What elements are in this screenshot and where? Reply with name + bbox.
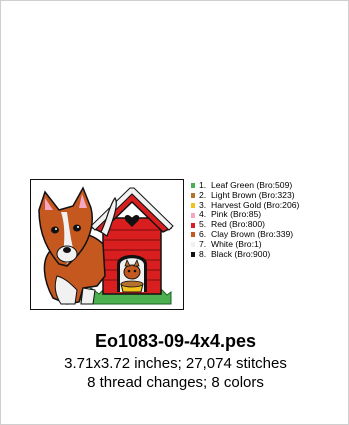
thread-row: 3. Harvest Gold (Bro:206) [191, 199, 349, 211]
thread-number: 3. [199, 199, 207, 210]
thread-row: 5. Red (Bro:800) [191, 219, 349, 230]
dog-and-doghouse-artwork [38, 186, 174, 305]
embroidery-preview-image [30, 179, 184, 310]
thread-name: Clay Brown (Bro:339) [211, 228, 294, 239]
thread-name: Harvest Gold (Bro:206) [211, 199, 300, 210]
thread-name: Light Brown (Bro:323) [211, 189, 295, 200]
thread-swatch [191, 193, 195, 199]
design-size-stitches: 3.71x3.72 inches; 27,074 stitches [64, 355, 287, 372]
thread-number: 6. [199, 228, 207, 239]
thread-color-legend: 1. Leaf Green (Bro:509) 2. Light Brown (… [191, 180, 349, 260]
thread-swatch [191, 202, 195, 208]
thread-swatch [191, 232, 195, 238]
thread-name: Pink (Bro:85) [211, 209, 262, 220]
thread-name: Black (Bro:900) [211, 248, 271, 259]
thread-number: 1. [199, 180, 207, 190]
design-filename: Eo1083-09-4x4.pes [94, 331, 257, 351]
thread-swatch [191, 251, 195, 257]
thread-swatch [191, 212, 195, 218]
thread-name: Red (Bro:800) [211, 219, 265, 230]
thread-number: 5. [199, 219, 207, 230]
thread-name: White (Bro:1) [211, 238, 262, 249]
thread-row: 2. Light Brown (Bro:323) [191, 189, 349, 201]
thread-name: Leaf Green (Bro:509) [211, 180, 293, 190]
thread-swatch [191, 183, 195, 189]
design-thread-changes: 8 thread changes; 8 colors [87, 374, 264, 391]
thread-row: 1. Leaf Green (Bro:509) [191, 180, 349, 191]
thread-swatch [191, 222, 195, 228]
thread-number: 7. [199, 238, 207, 249]
thread-row: 7. White (Bro:1) [191, 238, 349, 250]
thread-swatch [191, 242, 195, 248]
thread-row: 6. Clay Brown (Bro:339) [191, 228, 349, 240]
thread-number: 8. [199, 248, 207, 259]
thread-number: 4. [199, 209, 207, 220]
thread-number: 2. [199, 189, 207, 200]
thread-row: 8. Black (Bro:900) [191, 248, 349, 260]
thread-row: 4. Pink (Bro:85) [191, 210, 349, 220]
